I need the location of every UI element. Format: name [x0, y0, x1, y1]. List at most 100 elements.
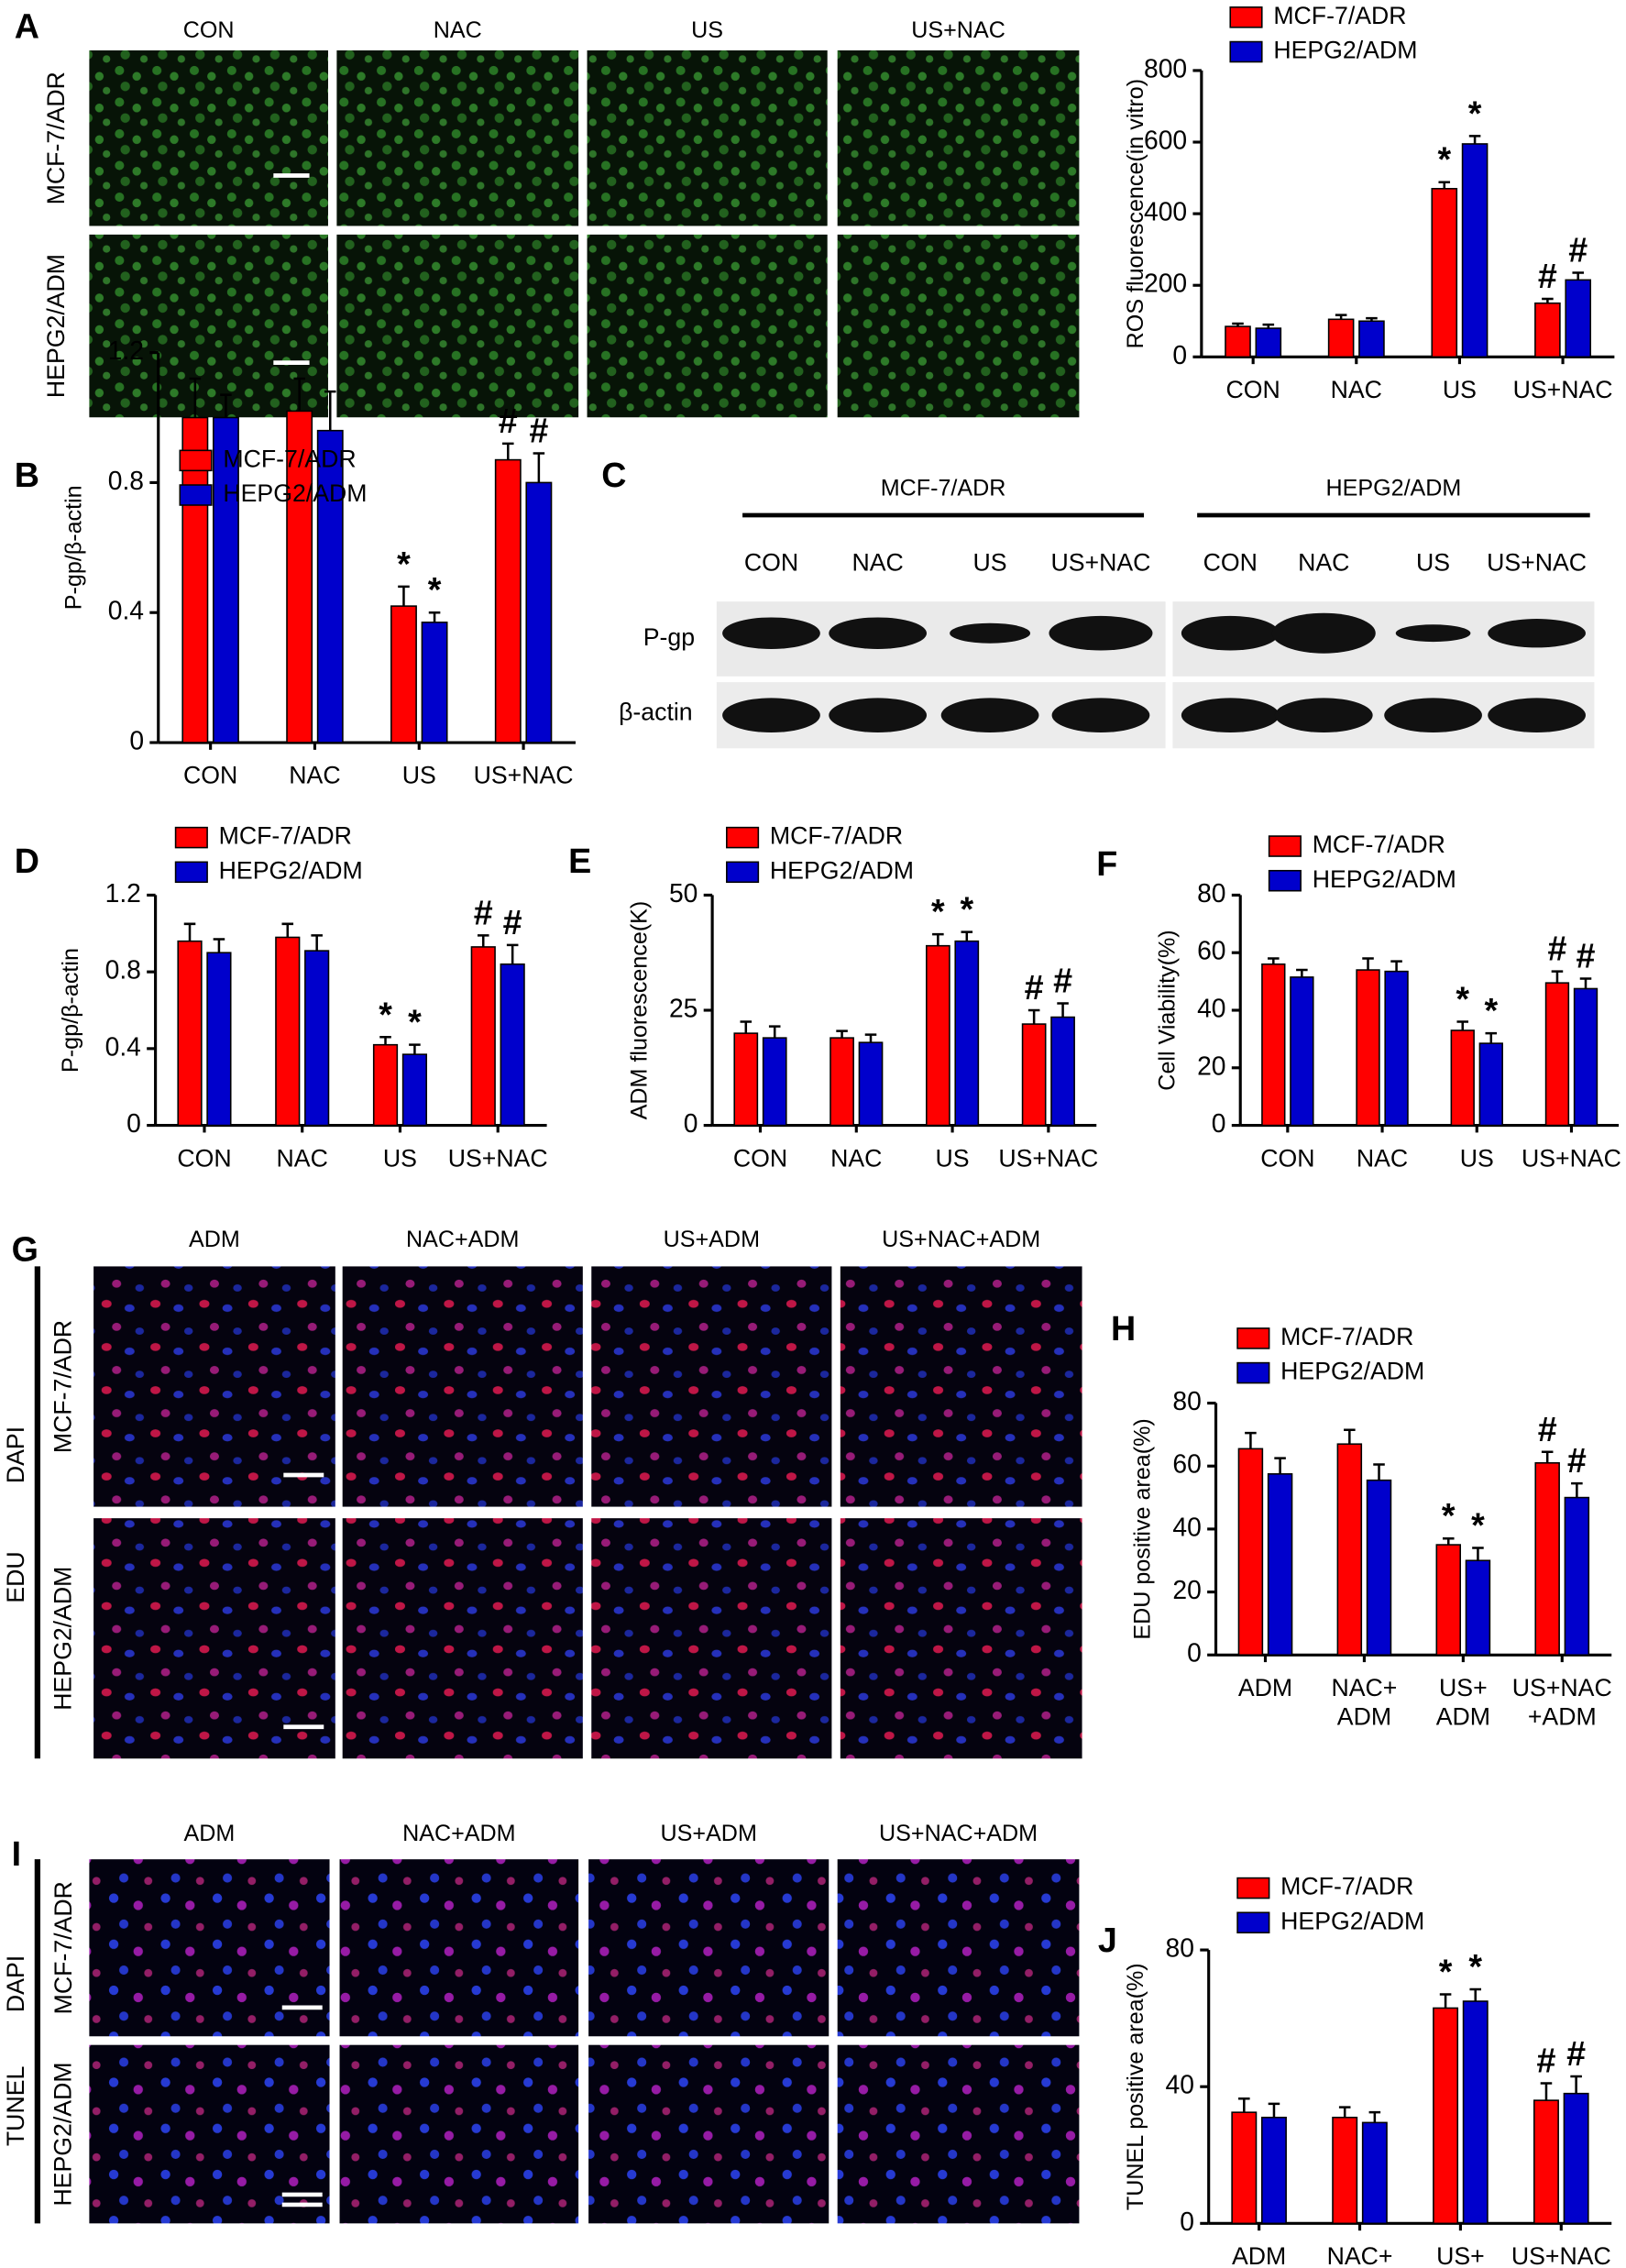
y-tick-label: 1.2 — [105, 878, 141, 908]
error-bar — [1274, 1457, 1286, 1474]
y-tick-label: 0.8 — [105, 955, 141, 985]
y-tick-label: 80 — [1197, 878, 1225, 908]
error-bar — [1540, 2082, 1553, 2101]
legend-label: HEPG2/ADM — [1273, 37, 1417, 64]
micrograph — [342, 1266, 583, 1507]
lane-label: CON — [1203, 548, 1258, 576]
legend-label: HEPG2/ADM — [219, 856, 363, 884]
micrograph — [840, 1266, 1082, 1507]
column-label: US+NAC+ADM — [882, 1227, 1040, 1252]
band — [1384, 698, 1482, 733]
bar — [1050, 1016, 1075, 1127]
error-bar — [506, 943, 519, 964]
x-tick-label: US+NAC — [1513, 376, 1613, 403]
error-bar — [1268, 2102, 1280, 2118]
error-bar — [1362, 957, 1374, 971]
band — [950, 622, 1031, 644]
bar — [206, 952, 232, 1127]
error-bar — [1390, 960, 1402, 972]
band — [722, 698, 820, 733]
legend-swatch — [1268, 835, 1302, 857]
stain-label: EDU — [2, 1551, 29, 1602]
error-bar — [1338, 2106, 1351, 2118]
column-label: NAC — [434, 17, 482, 43]
x-tick-label: +ADM — [1528, 1702, 1597, 1730]
error-bar — [1238, 2097, 1250, 2113]
legend-swatch — [1268, 869, 1302, 892]
band — [722, 617, 820, 649]
lane-label: NAC — [1298, 548, 1349, 576]
lane-label: US+NAC — [1487, 548, 1587, 576]
micrograph — [89, 1859, 330, 2037]
micrograph — [339, 2044, 579, 2224]
legend-swatch — [1229, 40, 1263, 63]
significance-mark: # — [1567, 1441, 1587, 1480]
y-tick-label: 0 — [1187, 1638, 1202, 1668]
y-tick-label: 0 — [1212, 1108, 1226, 1138]
bar — [1534, 1462, 1560, 1657]
legend-swatch — [174, 861, 208, 884]
band — [1181, 698, 1280, 733]
x-tick-label: US+NAC — [448, 1144, 548, 1172]
bar — [1332, 2116, 1358, 2225]
error-bar — [1438, 181, 1451, 189]
x-tick-label: NAC — [277, 1144, 328, 1172]
bar — [1384, 970, 1409, 1127]
panel-label: E — [568, 842, 591, 880]
error-bar — [1296, 968, 1308, 977]
error-bar — [1262, 323, 1275, 329]
y-tick-label: 20 — [1172, 1575, 1201, 1604]
error-bar — [398, 585, 410, 607]
error-bar — [1268, 957, 1280, 964]
bar — [275, 936, 301, 1127]
significance-mark: * — [931, 892, 945, 930]
micrograph — [342, 1518, 583, 1759]
x-tick-label: US+NAC — [1512, 1674, 1612, 1701]
x-tick-label: CON — [733, 1144, 787, 1172]
y-tick-label: 800 — [1144, 53, 1187, 83]
bar — [1358, 320, 1385, 358]
bar — [1462, 2000, 1489, 2225]
panel-label: D — [15, 842, 39, 880]
band — [1271, 612, 1376, 654]
error-bar — [428, 611, 441, 622]
error-bar — [1232, 322, 1244, 327]
error-bar — [189, 377, 202, 418]
bar — [494, 458, 522, 743]
legend-label: MCF-7/ADR — [770, 822, 903, 850]
y-axis-label: EDU positive area(%) — [1130, 1418, 1156, 1639]
error-bar — [1027, 1008, 1040, 1025]
band — [940, 698, 1039, 733]
error-bar — [932, 932, 944, 946]
bar — [1237, 1448, 1264, 1657]
error-bar — [533, 452, 545, 483]
significance-mark: * — [1456, 980, 1469, 1018]
micrograph — [840, 1518, 1082, 1759]
error-bar — [1456, 1020, 1469, 1030]
error-bar — [1442, 1536, 1455, 1546]
bar — [1261, 963, 1286, 1127]
x-tick-label: US — [383, 1144, 417, 1172]
y-tick-label: 200 — [1144, 269, 1187, 298]
band — [1488, 619, 1586, 648]
legend-label: MCF-7/ADR — [1313, 831, 1445, 858]
bar — [1563, 2092, 1589, 2225]
y-tick-label: 0 — [129, 725, 144, 754]
significance-mark: # — [1536, 2041, 1555, 2079]
micrograph — [89, 50, 328, 226]
bar — [1327, 318, 1355, 358]
error-bar — [768, 1025, 781, 1039]
y-tick-label: 0.8 — [108, 466, 144, 495]
error-bar — [1542, 297, 1554, 303]
error-bar — [1571, 1481, 1583, 1498]
error-bar — [220, 393, 232, 418]
bar — [1564, 1496, 1590, 1657]
significance-mark: * — [428, 570, 442, 609]
y-tick-label: 20 — [1197, 1051, 1225, 1080]
legend-label: MCF-7/ADR — [1280, 1873, 1413, 1900]
error-bar — [1579, 977, 1592, 989]
legend-swatch — [1229, 6, 1263, 28]
error-bar — [1366, 316, 1378, 322]
bar — [304, 950, 330, 1127]
column-label: US — [691, 17, 723, 43]
